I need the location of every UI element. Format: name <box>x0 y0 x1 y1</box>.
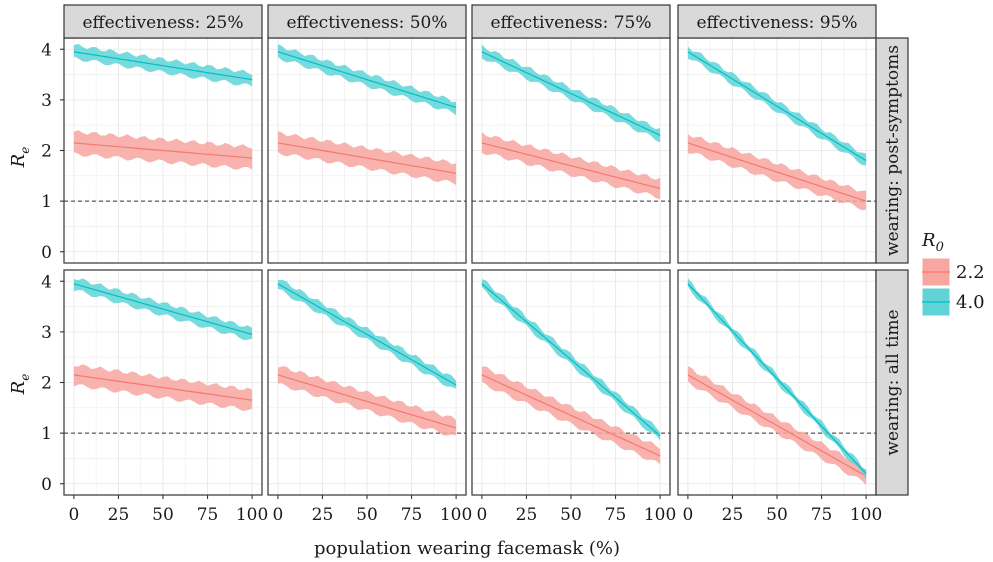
panel-1-1 <box>267 269 467 496</box>
legend-entry-2.2: 2.2 <box>921 257 985 287</box>
line-r0-2.2 <box>277 374 457 429</box>
x-tick-label: 50 <box>766 505 788 525</box>
legend-label: 4.0 <box>956 292 985 313</box>
ribbon-r0-2.2 <box>73 130 253 170</box>
panel-0-1 <box>267 37 467 264</box>
y-tick-label: 4 <box>41 272 52 292</box>
panels-layer <box>63 37 877 496</box>
y-tick-label: 4 <box>41 40 52 60</box>
x-tick-label: 25 <box>722 505 744 525</box>
y-tick-label: 3 <box>41 323 52 343</box>
line-r0-4.0 <box>277 283 457 386</box>
line-r0-4.0 <box>481 283 661 437</box>
x-tick-label: 75 <box>401 505 423 525</box>
strip-row-0: wearing: post-symptoms <box>875 37 909 264</box>
strip-label: wearing: all time <box>883 309 903 455</box>
line-r0-2.2 <box>687 374 867 477</box>
x-tick-label: 0 <box>476 505 487 525</box>
x-tick-label: 75 <box>197 505 219 525</box>
svg-text:Re: Re <box>8 147 32 169</box>
panel-0-2 <box>471 37 671 264</box>
legend-title: R0 <box>921 230 944 255</box>
x-tick-label: 75 <box>605 505 627 525</box>
strip-background <box>471 4 671 39</box>
line-r0-2.2 <box>73 142 253 159</box>
strip-column-3: effectiveness: 95% <box>677 4 877 39</box>
line-r0-4.0 <box>481 51 661 136</box>
line-r0-4.0 <box>277 51 457 109</box>
y-axis-title-top: Re <box>8 147 32 169</box>
line-r0-2.2 <box>687 142 867 202</box>
x-tick-label: 0 <box>682 505 693 525</box>
panel-1-2 <box>471 269 671 496</box>
line-r0-2.2 <box>277 142 457 174</box>
y-axis-title-bottom-sub: e <box>18 374 32 381</box>
x-tick-label: 100 <box>850 505 882 525</box>
strip-label: wearing: post-symptoms <box>883 45 903 256</box>
panel-0-0 <box>63 37 263 264</box>
legend-entry-4.0: 4.0 <box>921 287 985 317</box>
strip-background <box>677 4 877 39</box>
x-tick-label: 100 <box>644 505 676 525</box>
x-tick-label: 50 <box>152 505 174 525</box>
y-axis-title-top-main: R <box>8 154 29 169</box>
x-axis-title: population wearing facemask (%) <box>314 538 620 559</box>
legend: R0 2.24.0 <box>921 230 985 317</box>
strip-label: effectiveness: 75% <box>490 13 651 33</box>
panel-0-3 <box>677 37 877 264</box>
line-r0-4.0 <box>73 283 253 335</box>
y-axis-title-bottom-main: R <box>8 381 29 396</box>
line-r0-4.0 <box>73 51 253 81</box>
y-tick-label: 1 <box>41 192 52 212</box>
line-r0-2.2 <box>481 142 661 190</box>
panel-1-3 <box>677 269 877 496</box>
strip-background <box>267 4 467 39</box>
strip-column-0: effectiveness: 25% <box>63 4 263 39</box>
x-tick-label: 100 <box>236 505 268 525</box>
x-tick-label: 25 <box>516 505 538 525</box>
y-axis-title-top-sub: e <box>18 147 32 154</box>
strip-label: effectiveness: 25% <box>82 13 243 33</box>
y-axis-title-bottom: Re <box>8 374 32 396</box>
x-tick-label: 50 <box>560 505 582 525</box>
strip-background <box>63 4 263 39</box>
strip-row-1: wearing: all time <box>875 269 909 496</box>
y-tick-label: 2 <box>41 374 52 394</box>
legend-title-sub: 0 <box>936 240 944 255</box>
strips-layer: effectiveness: 25% effectiveness: 50% effe… <box>63 4 909 496</box>
x-tick-label: 25 <box>312 505 334 525</box>
y-tick-label: 1 <box>41 424 52 444</box>
x-tick-label: 25 <box>108 505 130 525</box>
legend-entries: 2.24.0 <box>921 257 985 317</box>
strip-background <box>875 269 909 496</box>
legend-label: 2.2 <box>956 262 985 283</box>
svg-text:Re: Re <box>8 374 32 396</box>
x-tick-label: 0 <box>68 505 79 525</box>
x-tick-label: 100 <box>440 505 472 525</box>
strip-column-1: effectiveness: 50% <box>267 4 467 39</box>
x-tick-label: 75 <box>811 505 833 525</box>
y-tick-label: 2 <box>41 142 52 162</box>
line-r0-4.0 <box>687 283 867 475</box>
panel-1-0 <box>63 269 263 496</box>
strip-label: effectiveness: 95% <box>696 13 857 33</box>
y-tick-label: 3 <box>41 91 52 111</box>
x-tick-label: 0 <box>272 505 283 525</box>
strip-label: effectiveness: 50% <box>286 13 447 33</box>
line-r0-2.2 <box>481 374 661 457</box>
line-r0-4.0 <box>687 51 867 162</box>
strip-column-2: effectiveness: 75% <box>471 4 671 39</box>
y-tick-label: 0 <box>41 243 52 263</box>
legend-title-main: R <box>921 230 936 251</box>
line-r0-2.2 <box>73 374 253 401</box>
y-tick-label: 0 <box>41 475 52 495</box>
strip-background <box>875 37 909 264</box>
x-tick-label: 50 <box>356 505 378 525</box>
